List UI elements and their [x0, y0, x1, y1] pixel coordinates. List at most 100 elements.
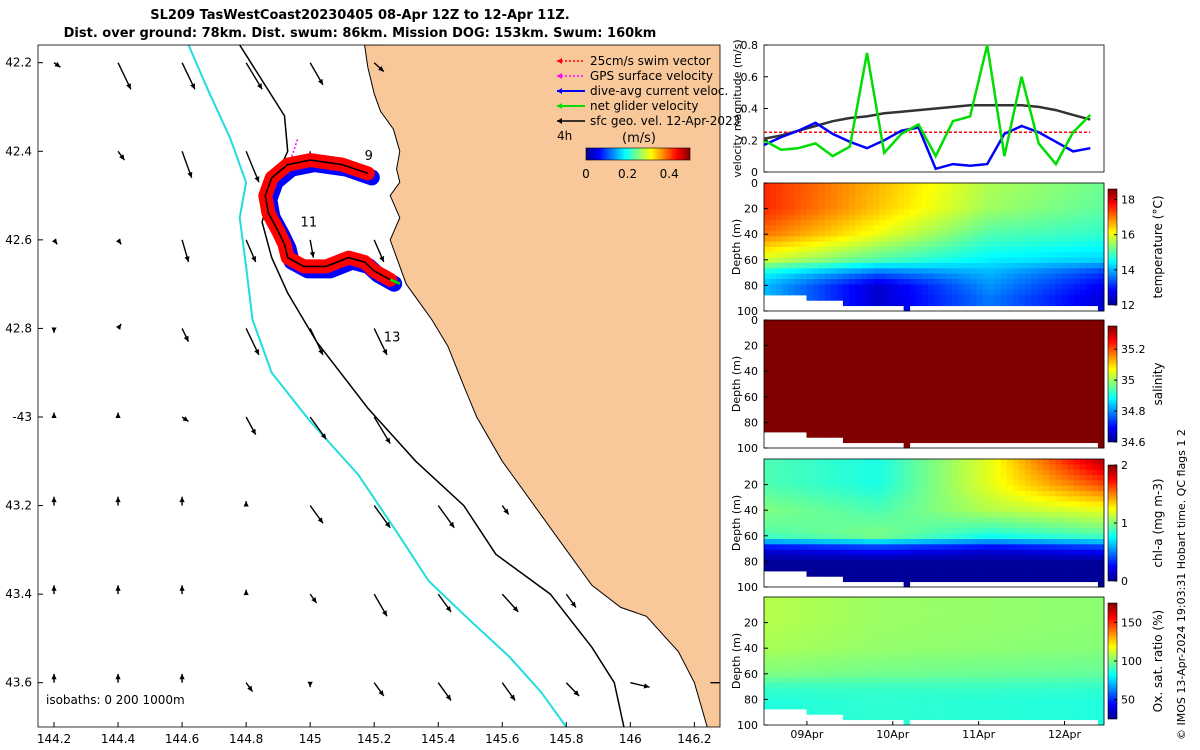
heatmap-cell	[830, 709, 838, 715]
heatmap-cell	[782, 330, 789, 337]
heatmap-cell	[824, 501, 832, 508]
heatmap-cell	[1037, 389, 1044, 396]
heatmap-cell	[994, 607, 1002, 614]
heatmap-cell	[891, 357, 898, 364]
heatmap-cell	[934, 565, 941, 572]
heatmap-cell	[1025, 257, 1032, 264]
heatmap-cell	[776, 426, 783, 433]
heatmap-cell	[982, 231, 990, 237]
heatmap-cell	[1037, 247, 1044, 253]
heatmap-cell	[982, 512, 990, 519]
heatmap-cell	[867, 634, 874, 641]
heatmap-cell	[897, 709, 905, 715]
heatmap-cell	[1049, 389, 1056, 396]
heatmap-cell	[842, 220, 850, 227]
heatmap-cell	[946, 193, 953, 200]
heatmap-cell	[964, 220, 971, 227]
heatmap-cell	[806, 320, 813, 326]
heatmap-cell	[830, 544, 838, 551]
heatmap-cell	[988, 597, 996, 603]
heatmap-cell	[958, 236, 965, 243]
heatmap-cell	[988, 501, 996, 508]
heatmap-cell	[964, 295, 971, 301]
heatmap-cell	[842, 357, 850, 364]
heatmap-cell	[776, 533, 783, 540]
heatmap-cell	[988, 236, 996, 243]
heatmap-cell	[873, 666, 880, 673]
heatmap-cell	[970, 341, 977, 348]
heatmap-cell	[842, 225, 850, 232]
heatmap-cell	[927, 639, 935, 646]
heatmap-cell	[818, 528, 826, 535]
heatmap-cell	[776, 394, 783, 401]
heatmap-cell	[1049, 252, 1056, 259]
velocity-vector-head	[254, 176, 260, 183]
heatmap-cell	[1091, 410, 1099, 417]
heatmap-cell	[885, 507, 892, 513]
heatmap-cell	[976, 320, 983, 326]
heatmap-cell	[770, 634, 777, 641]
heatmap-cell	[1012, 362, 1020, 369]
heatmap-cell	[1006, 199, 1014, 205]
heatmap-cell	[776, 373, 783, 380]
heatmap-cell	[782, 639, 789, 646]
heatmap-cell	[855, 485, 862, 492]
heatmap-cell	[964, 183, 971, 189]
heatmap-cell	[958, 539, 965, 545]
heatmap-cell	[927, 193, 935, 200]
heatmap-cell	[782, 188, 789, 195]
heatmap-cell	[818, 352, 826, 358]
heatmap-cell	[873, 565, 880, 572]
heatmap-cell	[867, 693, 874, 699]
heatmap-cell	[940, 639, 947, 646]
heatmap-cell	[921, 426, 929, 433]
heatmap-cell	[909, 225, 917, 232]
heatmap-cell	[770, 204, 777, 211]
heatmap-cell	[958, 346, 965, 353]
heatmap-cell	[1000, 220, 1008, 227]
heatmap-cell	[1091, 528, 1099, 535]
heatmap-cell	[794, 677, 801, 683]
heatmap-cell	[946, 183, 953, 189]
heatmap-cell	[1055, 252, 1062, 259]
heatmap-cell	[1073, 368, 1081, 374]
heatmap-cell	[1055, 549, 1062, 556]
heatmap-cell	[891, 480, 898, 487]
heatmap-cell	[1067, 416, 1075, 422]
heatmap-cell	[982, 623, 990, 630]
heatmap-cell	[782, 284, 789, 291]
heatmap-cell	[818, 491, 826, 497]
heatmap-cell	[867, 416, 874, 422]
heatmap-cell	[1049, 523, 1056, 529]
heatmap-cell	[946, 300, 953, 307]
heatmap-cell	[976, 426, 983, 433]
velocity-vector-head	[379, 256, 385, 262]
heatmap-cell	[1043, 426, 1050, 433]
heatmap-cell	[946, 400, 953, 406]
heatmap-cell	[964, 666, 971, 673]
velocity-vector-head	[115, 673, 121, 680]
heatmap-cell	[830, 421, 838, 428]
heatmap-cell	[921, 565, 929, 572]
heatmap-cell	[800, 507, 807, 513]
heatmap-cell	[915, 357, 923, 364]
heatmap-cell	[952, 469, 959, 476]
heatmap-cell	[1000, 693, 1008, 699]
heatmap-cell	[764, 693, 771, 699]
heatmap-cell	[921, 421, 929, 428]
heatmap-cell	[824, 507, 832, 513]
heatmap-cell	[891, 295, 898, 301]
heatmap-cell	[1019, 539, 1026, 545]
heatmap-cell	[927, 384, 935, 390]
heatmap-cell	[1061, 257, 1068, 264]
map-axis-ticks: 144.2 144.4 144.6 144.8 145 145.2 145.4 145.6 14…	[5, 56, 711, 746]
heatmap-cell	[818, 268, 826, 275]
heatmap-cell	[855, 714, 862, 721]
velocity-vector-head	[318, 349, 323, 355]
heatmap-cell	[770, 368, 777, 374]
heatmap-cell	[806, 597, 813, 603]
heatmap-cell	[861, 437, 868, 444]
velocity-vector-head	[445, 694, 452, 701]
heatmap-cell	[1073, 320, 1081, 326]
heatmap-cell	[794, 629, 801, 635]
